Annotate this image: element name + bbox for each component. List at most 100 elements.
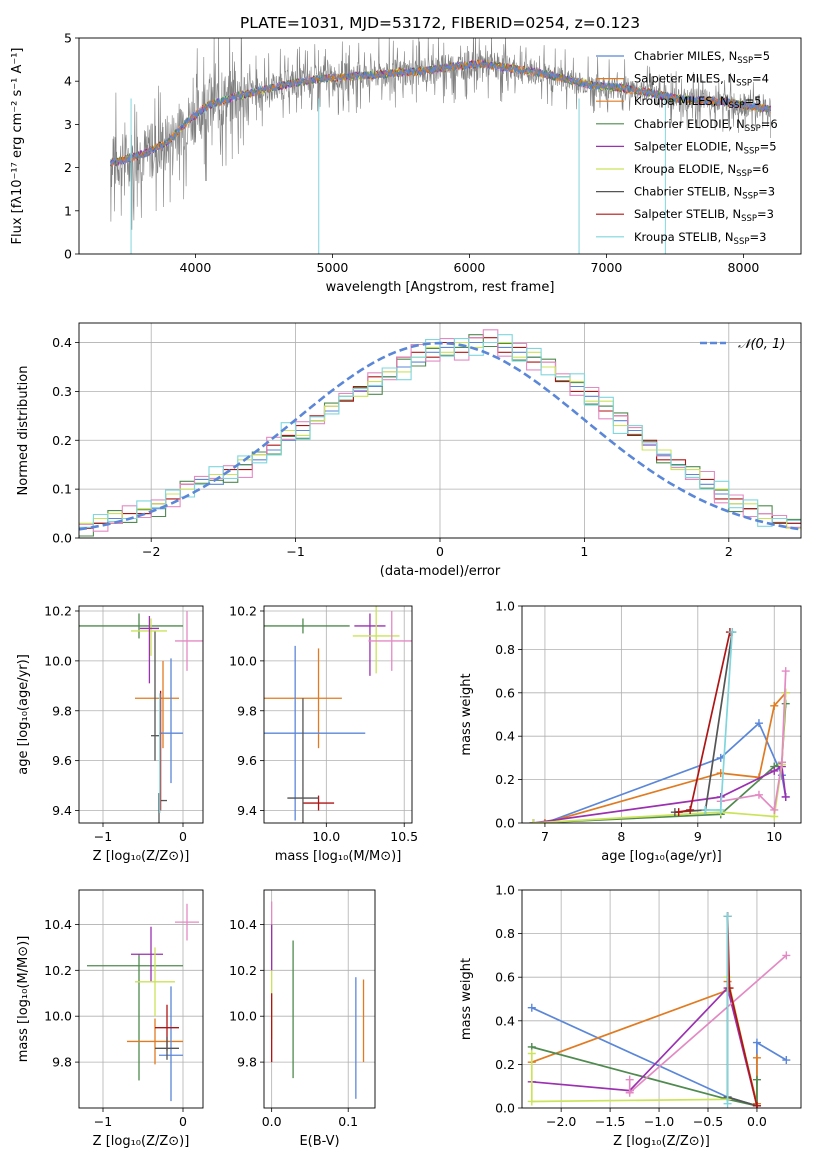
axes-frame: [78, 322, 802, 539]
weight-marker: [716, 805, 725, 814]
tick-label-y: 9.4: [52, 803, 72, 818]
tick-label-x: 8000: [728, 260, 760, 275]
weight-marker: [781, 667, 790, 676]
weight-marker: [770, 766, 779, 775]
tick-label-x: −0.5: [693, 1114, 723, 1129]
tick-label-x: 0: [436, 544, 444, 559]
tick-label-x: −1: [94, 1114, 112, 1129]
errorbar-point: [139, 615, 159, 684]
x-axis-label: Z [log₁₀(Z/Z⊙)]: [93, 1134, 190, 1149]
y-axis-label: age [log₁₀(age/yr)]: [16, 654, 31, 775]
legend-label: Kroupa STELIB, NSSP=3: [634, 230, 766, 247]
tick-label-x: 8: [617, 829, 625, 844]
weight-line: [531, 986, 758, 1107]
axes-frame: [521, 605, 802, 824]
tick-label-y: 10.4: [229, 917, 257, 932]
errorbar-point: [159, 658, 183, 784]
errorbar-point: [368, 610, 412, 671]
weight-line: [726, 916, 758, 1107]
errorbar-point: [87, 954, 183, 1081]
tick-label-y: 0.1: [52, 482, 72, 497]
weight-line: [544, 721, 787, 823]
tick-label-x: −2.0: [546, 1114, 576, 1129]
errorbar-point: [131, 926, 163, 982]
errorbar-point: [155, 1036, 179, 1060]
x-axis-label: Z [log₁₀(Z/Z⊙)]: [93, 849, 190, 864]
tick-label-x: −1.0: [644, 1114, 674, 1129]
axes-weight_vs_age: 7 8 9 10 0.0 0.2 0.4 0.6 0.8 1.0 age [log₁₀(age/yr…: [459, 599, 802, 864]
tick-label-y: 9.6: [52, 753, 72, 768]
tick-label-y: 1.0: [495, 883, 515, 898]
tick-label-x: 0: [179, 829, 187, 844]
tick-label-y: 0.4: [52, 335, 72, 350]
tick-label-x: 0.0: [262, 1114, 282, 1129]
tick-label-y: 0.2: [52, 433, 72, 448]
weight-marker: [527, 1049, 536, 1058]
tick-label-y: 10.4: [44, 917, 72, 932]
tick-label-y: 0.8: [495, 926, 515, 941]
tick-label-x: 10.0: [312, 829, 340, 844]
weight-marker: [686, 805, 695, 814]
weight-marker: [723, 1099, 732, 1108]
tick-label-y: 5: [64, 31, 72, 46]
tick-label-x: 0: [179, 1114, 187, 1129]
tick-label-y: 0.0: [52, 531, 72, 546]
weight-marker: [701, 805, 710, 814]
errorbar-point: [135, 947, 175, 1017]
errorbar-point: [151, 630, 159, 761]
tick-label-x: −1: [286, 544, 304, 559]
x-axis-label: E(B-V): [299, 1134, 339, 1149]
weight-marker: [754, 790, 763, 799]
tick-label-x: 6000: [454, 260, 486, 275]
axes-frame: [78, 37, 802, 255]
tick-label-x: 10.5: [390, 829, 418, 844]
weight-marker: [529, 819, 538, 823]
weight-line: [720, 671, 787, 812]
tick-label-x: 9: [694, 829, 702, 844]
x-axis-label: mass [log₁₀(M/M⊙)]: [275, 849, 402, 864]
legend-label: 𝒩(0, 1): [738, 337, 785, 352]
weight-line: [531, 1046, 758, 1107]
axes-mass_vs_Z: −1 0 9.8 10.0 10.2 10.4 Z [log₁₀(Z/Z⊙)] mass [l…: [16, 889, 204, 1149]
tick-label-x: 2: [725, 544, 733, 559]
legend-label: Chabrier ELODIE, NSSP=6: [634, 117, 778, 134]
tick-label-y: 0.6: [495, 685, 515, 700]
axes-spectrum: 4000 5000 6000 7000 8000 0 1 2 3 4 5 wavelength [An…: [10, 31, 802, 295]
model-spectrum-line: [110, 60, 772, 167]
tick-label-y: 3: [64, 117, 72, 132]
figure-title: PLATE=1031, MJD=53172, FIBERID=0254, z=0…: [240, 14, 640, 32]
tick-label-y: 0.8: [495, 642, 515, 657]
axes-age_vs_Z: −1 0 9.4 9.6 9.8 10.0 10.2 Z [log₁₀(Z/Z⊙)] age […: [16, 603, 204, 864]
tick-label-y: 0.6: [495, 970, 515, 985]
axes-mass_vs_EBV: 0.0 0.1 9.8 10.0 10.2 10.4 E(B-V): [229, 889, 376, 1149]
tick-label-y: 10.0: [44, 1009, 72, 1024]
axes-frame: [263, 889, 376, 1109]
tick-label-y: 9.6: [237, 753, 257, 768]
tick-label-y: 9.8: [52, 1055, 72, 1070]
tick-label-x: −1: [94, 829, 112, 844]
errorbar-point: [127, 1018, 183, 1065]
legend-label: Salpeter STELIB, NSSP=3: [634, 207, 774, 224]
weight-marker: [674, 808, 683, 817]
tick-label-x: 4000: [180, 260, 212, 275]
errorbar-point: [287, 698, 319, 823]
tick-label-y: 9.4: [237, 803, 257, 818]
legend-label: Kroupa MILES, NSSP=5: [634, 94, 761, 111]
errorbar-point: [175, 610, 203, 671]
y-axis-label: mass weight: [459, 673, 474, 755]
axes-frame: [521, 889, 802, 1109]
weight-line: [530, 977, 758, 1106]
tick-label-y: 9.8: [52, 703, 72, 718]
x-axis-label: (data-model)/error: [380, 564, 501, 579]
tick-label-y: 9.8: [237, 1055, 257, 1070]
tick-label-y: 9.8: [237, 703, 257, 718]
weight-marker: [752, 1101, 761, 1108]
axes-frame: [78, 605, 204, 824]
tick-label-x: −2: [142, 544, 160, 559]
weight-marker: [728, 628, 737, 637]
tick-label-x: 1: [580, 544, 588, 559]
tick-label-y: 1.0: [495, 599, 515, 614]
weight-line: [544, 692, 787, 823]
errorbar-point: [159, 986, 183, 1102]
legend-label: Chabrier MILES, NSSP=5: [634, 49, 770, 66]
